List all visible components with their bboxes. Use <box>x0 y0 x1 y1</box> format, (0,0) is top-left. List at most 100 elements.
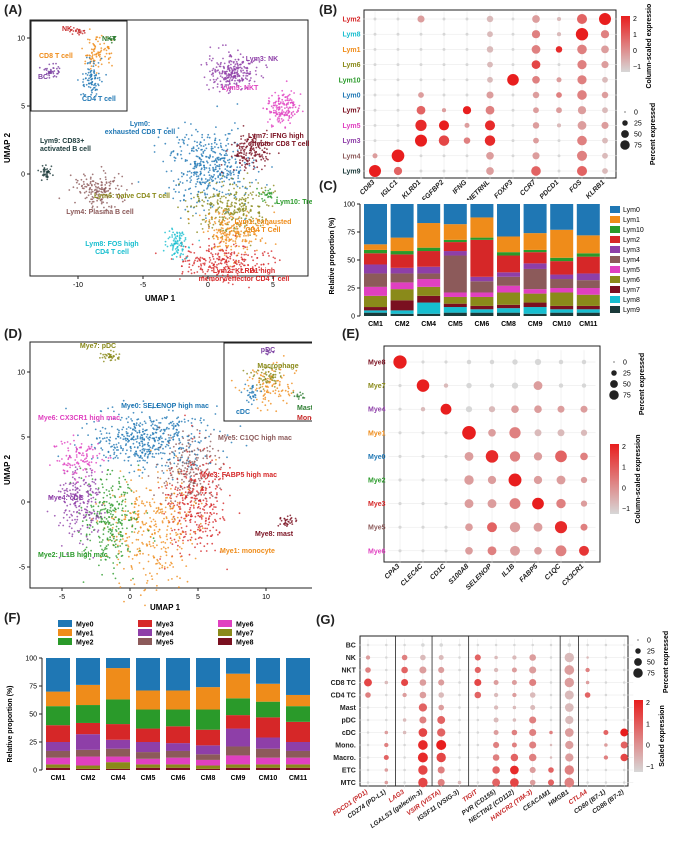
inset-mono-point <box>272 383 275 385</box>
lym2-cell-point <box>219 241 222 244</box>
mye5-cell-point <box>197 457 199 459</box>
lym2-cell-point <box>227 260 230 263</box>
lym7-cell-point <box>243 156 246 159</box>
mye1-cell-point <box>198 527 201 530</box>
inset-mono-point <box>279 368 282 371</box>
lym0-cell-point <box>175 184 178 187</box>
lym6-cell-point <box>207 223 210 226</box>
mye0-cell-point <box>219 430 221 433</box>
mye0-cell-point <box>178 438 181 440</box>
inset-cd4-point <box>91 91 93 94</box>
lym0-cell-point <box>225 176 228 179</box>
mye0-cell-point <box>77 434 79 437</box>
lym4-cell-point <box>104 184 107 186</box>
inset-cd4-point <box>82 73 84 75</box>
mye1-cell-point <box>187 488 190 491</box>
expression-dot <box>372 153 378 159</box>
mye0-cell-point <box>90 458 93 460</box>
inset-cd4-point <box>95 73 97 76</box>
expression-dot <box>487 76 493 83</box>
mye6-cell-point <box>73 439 75 442</box>
lym2-cell-point <box>193 262 195 265</box>
mye1-cell-point <box>189 533 192 535</box>
lym7-cell-point <box>264 160 266 162</box>
mye0-cell-point <box>144 448 146 451</box>
lym0-cell-point <box>237 127 239 130</box>
mye1-cell-point <box>144 504 146 507</box>
mye5-cell-point <box>165 461 168 464</box>
mye2-cell-point <box>121 509 123 512</box>
mye0-cell-point <box>118 413 120 416</box>
mye6-cell-point <box>75 462 78 464</box>
lym5-cell-point <box>286 95 289 98</box>
mye3-cell-point <box>175 541 177 544</box>
mye0-cell-point <box>132 411 135 414</box>
lym3-cell-point <box>247 59 249 62</box>
bar-segment-lym7 <box>417 295 441 303</box>
lym8-cell-point <box>174 236 177 239</box>
inset-mac-point <box>262 379 265 381</box>
lym0-cell-point <box>157 136 160 139</box>
lym0-cell-point <box>199 157 201 160</box>
mye4-cell-point <box>92 517 95 520</box>
mye3-cell-point <box>199 525 202 528</box>
mye3-cell-point <box>187 514 190 517</box>
lym8-cell-point <box>180 234 183 237</box>
lym1-cell-point <box>235 232 237 235</box>
inset-bc-point <box>52 67 55 69</box>
lym0-cell-point <box>174 190 177 193</box>
mye4-cell-point <box>89 467 92 470</box>
lym2-cell-point <box>224 260 227 263</box>
expression-dot <box>577 121 587 130</box>
expression-dot <box>465 47 469 51</box>
lym0-cell-point <box>200 178 203 181</box>
mye0-cell-point <box>131 419 134 422</box>
mye1-cell-point <box>149 545 152 548</box>
legend-swatch-lym0 <box>610 206 620 213</box>
mye0-cell-point <box>190 437 193 440</box>
lym0-cell-point <box>224 168 227 171</box>
mye4-cell-point <box>75 493 77 495</box>
mye0-cell-point <box>178 439 181 442</box>
mye5-cell-point <box>196 483 199 485</box>
lym5-cell-point <box>278 118 281 120</box>
mye5-cell-point <box>189 460 191 462</box>
inset-mac-point <box>265 373 268 376</box>
bar-segment-lym3 <box>443 251 467 256</box>
mye2-cell-point <box>84 548 87 551</box>
mye0-cell-point <box>115 454 118 457</box>
lym8-cell-point <box>186 256 188 259</box>
lym3-cell-point <box>235 60 238 63</box>
mye4-cell-point <box>75 521 78 523</box>
mye3-cell-point <box>199 449 202 451</box>
mye0-cell-point <box>119 452 122 455</box>
lym1-cell-point <box>225 223 228 226</box>
inset-cdc-point <box>251 387 253 390</box>
mye2-cell-point <box>112 544 115 546</box>
mye8-cell-point <box>289 517 292 520</box>
mye0-cell-point <box>214 413 217 415</box>
lym8-cell-point <box>172 258 175 261</box>
mye1-cell-point <box>135 538 138 541</box>
mye0-cell-point <box>144 422 147 424</box>
lym3-cell-point <box>214 70 217 72</box>
lym4-cell-point <box>76 187 79 189</box>
bar-segment-lym9 <box>497 312 520 316</box>
mye3-cell-point <box>204 477 207 480</box>
lym0-cell-point <box>227 193 230 195</box>
inset-mast-point <box>301 392 304 395</box>
lym2-cell-point <box>237 259 240 262</box>
mye4-cell-point <box>59 484 62 487</box>
lym2-cell-point <box>226 261 228 264</box>
lym4-cell-point <box>102 193 105 196</box>
mye5-cell-point <box>186 468 189 470</box>
mye2-cell-point <box>109 513 112 515</box>
cluster-label-lym5: Lym5: NKT <box>222 85 259 92</box>
lym2-cell-point <box>216 267 219 269</box>
mye3-cell-point <box>177 528 180 531</box>
bar-segment-lym9 <box>576 312 600 316</box>
mye0-cell-point <box>113 443 115 446</box>
cluster-label-mye6: Mye6: CX3CR1 high mac <box>38 415 120 422</box>
lym2-cell-point <box>191 243 194 246</box>
inset-mono-point <box>279 380 281 383</box>
